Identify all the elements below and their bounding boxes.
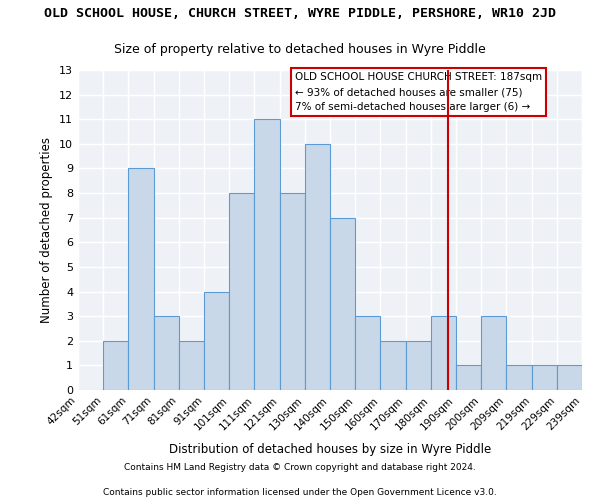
Bar xyxy=(305,144,330,390)
Text: OLD SCHOOL HOUSE, CHURCH STREET, WYRE PIDDLE, PERSHORE, WR10 2JD: OLD SCHOOL HOUSE, CHURCH STREET, WYRE PI… xyxy=(44,6,556,20)
Text: Contains public sector information licensed under the Open Government Licence v3: Contains public sector information licen… xyxy=(103,488,497,497)
X-axis label: Distribution of detached houses by size in Wyre Piddle: Distribution of detached houses by size … xyxy=(169,443,491,456)
Text: OLD SCHOOL HOUSE CHURCH STREET: 187sqm
← 93% of detached houses are smaller (75): OLD SCHOOL HOUSE CHURCH STREET: 187sqm ←… xyxy=(295,72,542,112)
Bar xyxy=(557,366,582,390)
Bar xyxy=(456,366,481,390)
Bar xyxy=(406,341,431,390)
Bar xyxy=(380,341,406,390)
Bar xyxy=(103,341,128,390)
Bar xyxy=(280,193,305,390)
Bar xyxy=(204,292,229,390)
Y-axis label: Number of detached properties: Number of detached properties xyxy=(40,137,53,323)
Bar xyxy=(431,316,456,390)
Bar xyxy=(481,316,506,390)
Bar xyxy=(506,366,532,390)
Bar xyxy=(128,168,154,390)
Bar xyxy=(154,316,179,390)
Bar xyxy=(229,193,254,390)
Bar xyxy=(254,119,280,390)
Text: Size of property relative to detached houses in Wyre Piddle: Size of property relative to detached ho… xyxy=(114,42,486,56)
Bar xyxy=(532,366,557,390)
Bar xyxy=(355,316,380,390)
Text: Contains HM Land Registry data © Crown copyright and database right 2024.: Contains HM Land Registry data © Crown c… xyxy=(124,463,476,472)
Bar xyxy=(330,218,355,390)
Bar xyxy=(179,341,204,390)
